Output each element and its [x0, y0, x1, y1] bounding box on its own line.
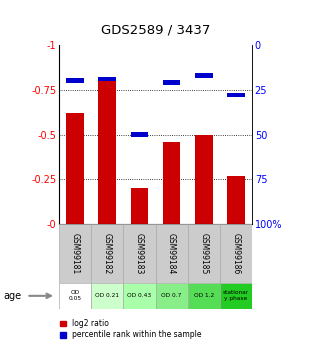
Bar — [156, 224, 188, 283]
Bar — [131, 132, 148, 137]
Text: GSM99185: GSM99185 — [199, 233, 208, 274]
Bar — [91, 283, 123, 309]
Bar — [188, 283, 220, 309]
Text: GDS2589 / 3437: GDS2589 / 3437 — [101, 23, 210, 36]
Bar — [66, 113, 84, 224]
Text: GSM99183: GSM99183 — [135, 233, 144, 274]
Text: OD 0.21: OD 0.21 — [95, 293, 119, 298]
Bar — [163, 80, 180, 85]
Bar — [220, 224, 252, 283]
Bar — [99, 77, 116, 224]
Text: GSM99182: GSM99182 — [103, 233, 112, 274]
Text: GSM99186: GSM99186 — [231, 233, 240, 274]
Text: OD 1.2: OD 1.2 — [193, 293, 214, 298]
Bar — [227, 93, 245, 97]
Bar — [163, 142, 180, 224]
Text: OD
0.05: OD 0.05 — [69, 290, 82, 301]
Bar — [123, 224, 156, 283]
Bar — [91, 224, 123, 283]
Bar — [220, 283, 252, 309]
Text: GSM99181: GSM99181 — [71, 233, 80, 274]
Bar — [188, 224, 220, 283]
Bar — [131, 188, 148, 224]
Text: age: age — [3, 291, 21, 301]
Bar — [156, 283, 188, 309]
Text: GSM99184: GSM99184 — [167, 233, 176, 274]
Bar — [195, 73, 212, 78]
Bar — [59, 224, 91, 283]
Text: OD 0.43: OD 0.43 — [128, 293, 151, 298]
Text: OD 0.7: OD 0.7 — [161, 293, 182, 298]
Legend: log2 ratio, percentile rank within the sample: log2 ratio, percentile rank within the s… — [57, 316, 205, 343]
Bar — [195, 135, 212, 224]
Bar — [227, 176, 245, 224]
Bar — [66, 79, 84, 83]
Bar — [123, 283, 156, 309]
Bar — [59, 283, 91, 309]
Bar — [99, 77, 116, 81]
Text: stationar
y phase: stationar y phase — [223, 290, 249, 301]
